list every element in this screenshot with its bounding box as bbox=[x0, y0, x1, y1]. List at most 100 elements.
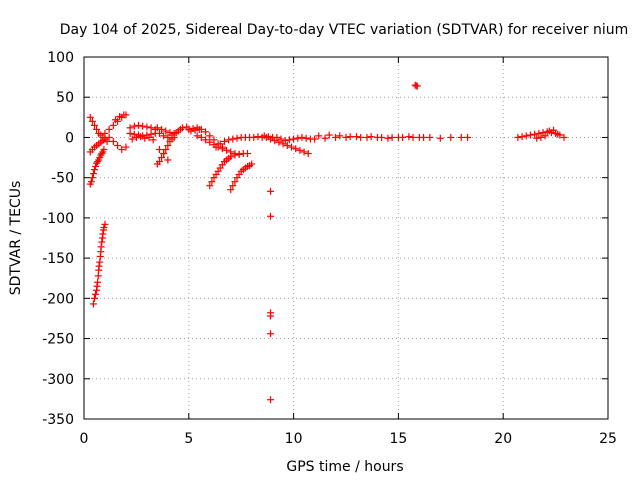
data-point bbox=[172, 129, 180, 137]
data-point bbox=[202, 136, 210, 144]
data-point bbox=[298, 133, 306, 141]
data-point bbox=[273, 133, 281, 141]
data-point bbox=[554, 130, 562, 138]
data-point bbox=[277, 135, 285, 143]
data-point bbox=[294, 134, 302, 142]
data-point bbox=[197, 133, 205, 141]
data-point bbox=[90, 294, 98, 302]
data-point bbox=[457, 133, 465, 141]
data-point bbox=[420, 133, 428, 141]
y-tick-label: -50 bbox=[51, 171, 74, 187]
data-point bbox=[384, 134, 392, 142]
data-point bbox=[300, 148, 308, 156]
data-point bbox=[164, 156, 172, 164]
y-tick-label: -150 bbox=[42, 251, 74, 267]
data-point bbox=[90, 121, 98, 129]
data-point bbox=[116, 113, 124, 121]
data-point bbox=[223, 146, 231, 154]
y-axis-label: SDTVAR / TECUs bbox=[8, 181, 24, 296]
data-point bbox=[94, 278, 102, 286]
data-point bbox=[132, 133, 140, 141]
data-point bbox=[98, 150, 106, 158]
x-axis-label: GPS time / hours bbox=[286, 459, 403, 475]
data-point bbox=[560, 133, 568, 141]
y-tick-label: -350 bbox=[42, 412, 74, 428]
data-point bbox=[155, 158, 163, 166]
data-point bbox=[170, 133, 178, 141]
data-point bbox=[342, 133, 350, 141]
data-point bbox=[464, 133, 472, 141]
data-point bbox=[413, 82, 421, 90]
data-point bbox=[281, 137, 289, 145]
data-point bbox=[160, 150, 168, 158]
data-point bbox=[537, 133, 545, 141]
data-point bbox=[88, 117, 96, 125]
data-point bbox=[231, 178, 239, 186]
data-point bbox=[214, 143, 222, 151]
data-point bbox=[447, 133, 455, 141]
data-point bbox=[235, 150, 243, 158]
data-point bbox=[296, 146, 304, 154]
data-point bbox=[267, 312, 275, 320]
data-point bbox=[225, 136, 233, 144]
x-tick-label: 15 bbox=[389, 431, 407, 447]
data-point bbox=[87, 178, 95, 186]
data-point bbox=[89, 170, 97, 178]
data-point bbox=[114, 141, 122, 149]
data-point bbox=[100, 146, 108, 154]
data-point bbox=[250, 133, 258, 141]
data-point bbox=[325, 131, 333, 139]
data-point bbox=[336, 132, 344, 140]
data-point bbox=[158, 125, 166, 133]
data-point bbox=[260, 132, 268, 140]
data-point bbox=[92, 162, 100, 170]
x-tick-label: 20 bbox=[494, 431, 512, 447]
data-point bbox=[88, 174, 96, 182]
data-point bbox=[315, 132, 323, 140]
x-tick-label: 5 bbox=[184, 431, 193, 447]
data-point bbox=[134, 121, 142, 129]
data-point bbox=[187, 127, 195, 135]
data-point bbox=[218, 145, 226, 153]
data-point bbox=[158, 154, 166, 162]
data-point bbox=[332, 133, 340, 141]
data-point bbox=[155, 129, 163, 137]
data-point bbox=[149, 136, 157, 144]
data-point bbox=[101, 220, 109, 228]
data-point bbox=[126, 129, 134, 137]
plot-frame bbox=[83, 56, 609, 420]
data-point bbox=[243, 150, 251, 158]
data-point bbox=[208, 178, 216, 186]
data-point bbox=[162, 127, 170, 135]
data-point bbox=[288, 143, 296, 151]
data-point bbox=[145, 133, 153, 141]
data-point bbox=[105, 125, 113, 133]
y-tick-label: 0 bbox=[65, 130, 74, 146]
data-point bbox=[229, 135, 237, 143]
data-point bbox=[531, 130, 539, 138]
data-point bbox=[522, 132, 530, 140]
data-point bbox=[352, 133, 360, 141]
data-point bbox=[206, 132, 214, 140]
data-point bbox=[227, 186, 235, 194]
y-tick-label: -250 bbox=[42, 332, 74, 348]
data-point bbox=[233, 134, 241, 142]
data-point bbox=[535, 129, 543, 137]
data-point bbox=[193, 132, 201, 140]
data-point bbox=[220, 137, 228, 145]
y-tick-label: -100 bbox=[42, 211, 74, 227]
data-point bbox=[141, 134, 149, 142]
data-point bbox=[90, 166, 98, 174]
data-point bbox=[122, 143, 130, 151]
data-point bbox=[176, 125, 184, 133]
data-point bbox=[229, 182, 237, 190]
data-point bbox=[153, 124, 161, 132]
y-tick-label: -200 bbox=[42, 291, 74, 307]
data-point bbox=[436, 134, 444, 142]
data-point bbox=[206, 182, 214, 190]
data-point bbox=[202, 128, 210, 136]
data-point bbox=[550, 126, 558, 134]
data-point bbox=[321, 134, 329, 142]
data-point bbox=[285, 136, 293, 144]
